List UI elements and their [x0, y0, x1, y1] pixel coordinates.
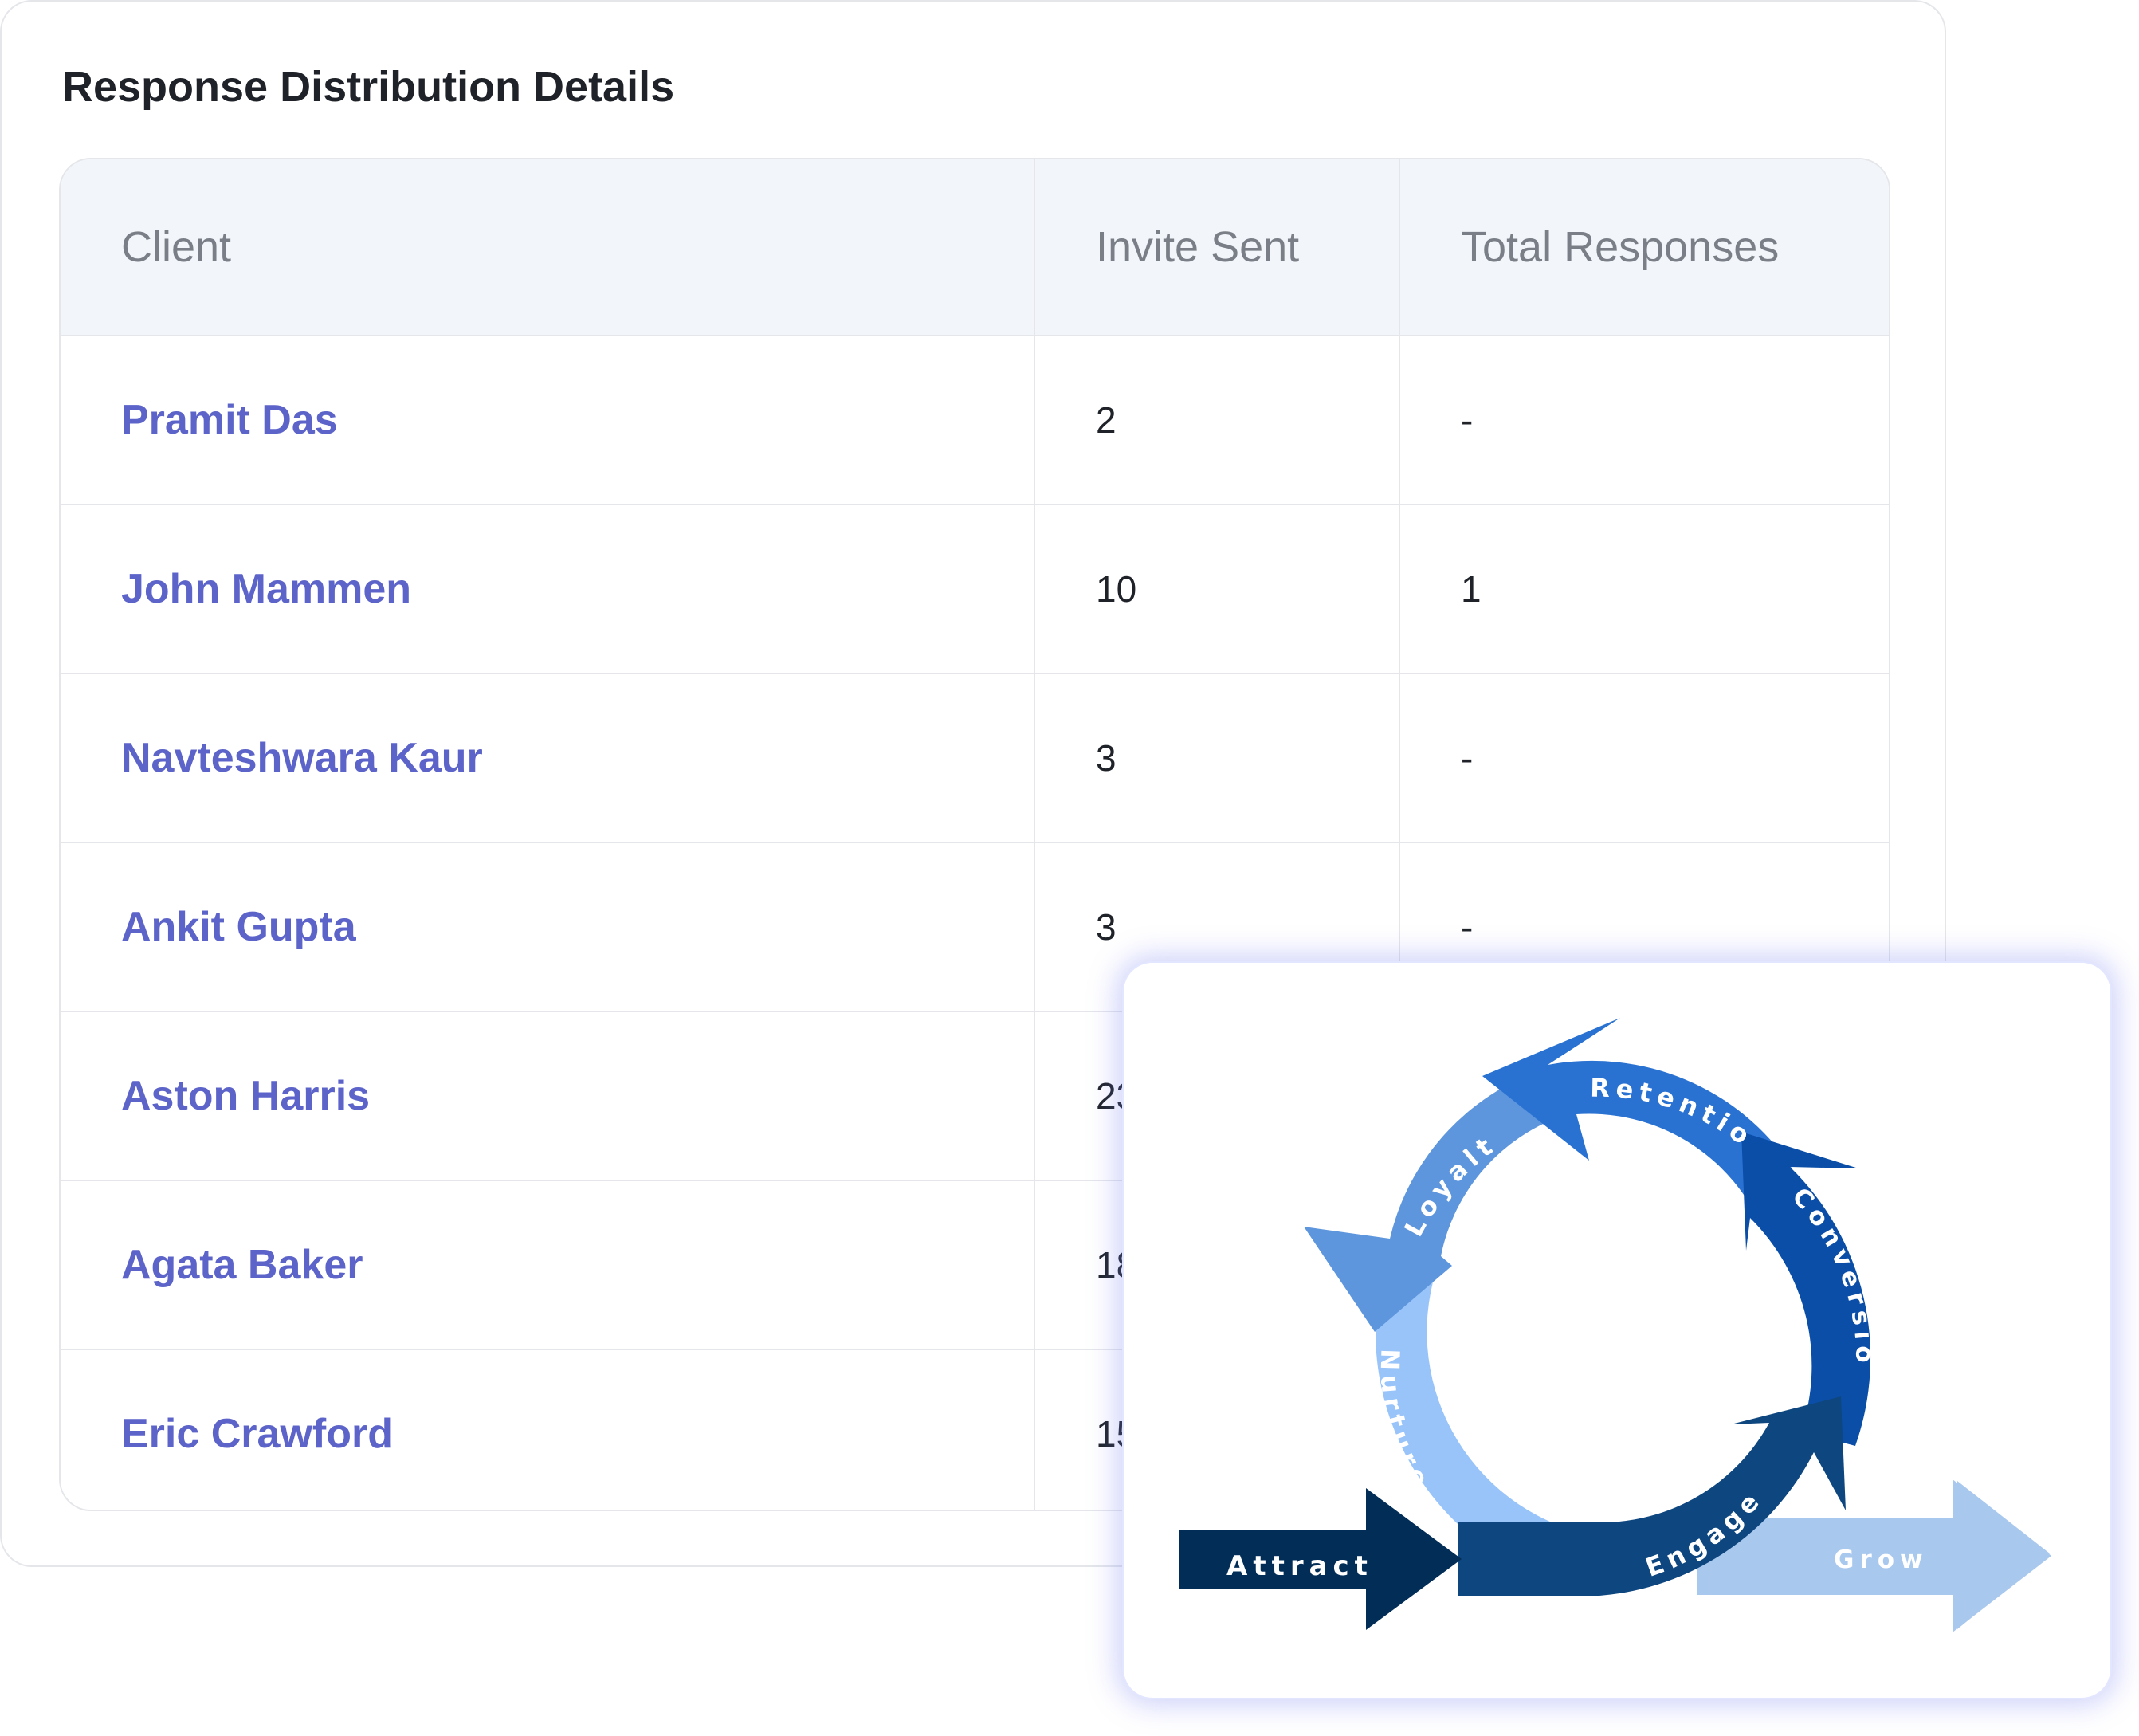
conversion-arrow	[1741, 1132, 1871, 1446]
column-header-invite-sent[interactable]: Invite Sent	[1034, 159, 1400, 336]
client-name-link[interactable]: John Mammen	[61, 504, 1035, 674]
invite-sent-value: 3	[1034, 673, 1400, 842]
invite-sent-value: 2	[1034, 335, 1400, 505]
engage-arrow	[1458, 1396, 1846, 1596]
customer-cycle-diagram: Attract Grow Engage Nurture Loyalty Rete…	[1124, 963, 2051, 1632]
column-header-total-responses[interactable]: Total Responses	[1399, 159, 1889, 336]
client-name-link[interactable]: Eric Crawford	[61, 1349, 1035, 1510]
total-responses-value: -	[1399, 335, 1889, 505]
table-row: John Mammen 10 1	[61, 504, 1889, 674]
loyalty-arrow	[1304, 1066, 1567, 1332]
card-title: Response Distribution Details	[62, 63, 675, 111]
retention-arrow	[1482, 1018, 1792, 1202]
customer-cycle-card: Attract Grow Engage Nurture Loyalty Rete…	[1124, 963, 2110, 1698]
client-name-link[interactable]: Agata Baker	[61, 1180, 1035, 1349]
table-row: Pramit Das 2 -	[61, 335, 1889, 505]
grow-label: Grow	[1834, 1546, 1929, 1574]
total-responses-value: -	[1399, 673, 1889, 842]
attract-label: Attract	[1226, 1550, 1373, 1582]
client-name-link[interactable]: Navteshwara Kaur	[61, 673, 1035, 842]
loyalty-label: Loyalty	[1124, 963, 1497, 1242]
total-responses-value: 1	[1399, 504, 1889, 674]
client-name-link[interactable]: Pramit Das	[61, 335, 1035, 505]
attract-arrow	[1179, 1488, 1462, 1630]
invite-sent-value: 10	[1034, 504, 1400, 674]
client-name-link[interactable]: Aston Harris	[61, 1011, 1035, 1180]
column-header-client[interactable]: Client	[61, 159, 1035, 336]
table-header-row: Client Invite Sent Total Responses	[61, 159, 1889, 336]
svg-text:Loyalty: Loyalty	[1124, 963, 1502, 1242]
table-row: Navteshwara Kaur 3 -	[61, 673, 1889, 842]
client-name-link[interactable]: Ankit Gupta	[61, 842, 1035, 1011]
